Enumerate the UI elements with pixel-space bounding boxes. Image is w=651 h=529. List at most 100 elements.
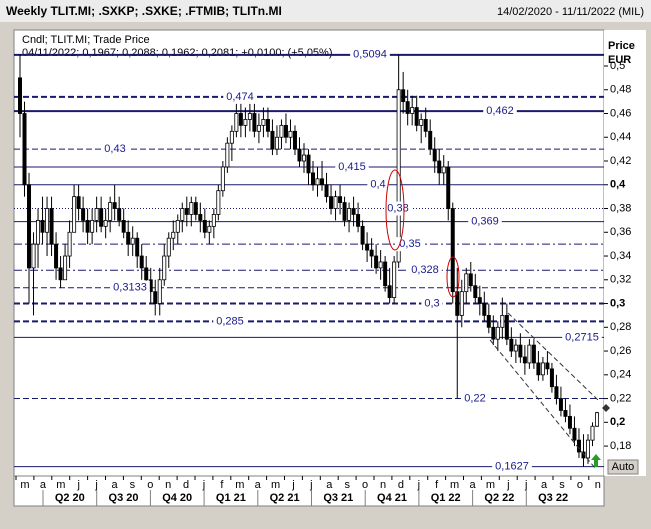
header-title: Weekly TLIT.MI; .SXKP; .SXKE; .FTMIB; TL… <box>6 4 282 18</box>
candle-body <box>338 196 343 203</box>
quarter-label: Q4 21 <box>377 492 407 504</box>
candle-body <box>216 190 221 215</box>
candle-body <box>283 124 288 138</box>
quarter-label: Q3 22 <box>538 492 568 504</box>
y-tick-label: 0,48 <box>610 84 631 96</box>
candle-body <box>477 297 482 304</box>
candle-body <box>405 101 410 114</box>
auto-button[interactable] <box>607 459 639 475</box>
level-label: 0,285 <box>216 315 244 327</box>
candle-body <box>315 178 320 186</box>
month-label: d <box>183 479 189 491</box>
level-label: 0,3133 <box>113 282 147 294</box>
level-label: 0,38 <box>387 202 408 214</box>
candle-body <box>274 136 279 150</box>
candle-body <box>121 219 126 233</box>
quarter-label: Q2 21 <box>270 492 300 504</box>
month-label: s <box>130 479 136 491</box>
candle-body <box>531 344 536 364</box>
month-label: m <box>235 479 244 491</box>
candle-body <box>329 196 334 209</box>
channel-upper <box>507 312 599 401</box>
candle-body <box>585 439 590 459</box>
quarter-label: Q3 21 <box>323 492 353 504</box>
month-label: n <box>380 479 386 491</box>
y-tick-label: 0,28 <box>610 321 631 333</box>
candle-body <box>446 166 451 209</box>
level-label: 0,474 <box>226 91 254 103</box>
candle-body <box>175 219 180 233</box>
candle-body <box>117 208 122 221</box>
y-tick-label: 0,34 <box>610 250 631 262</box>
month-label: a <box>541 479 548 491</box>
candle-body <box>54 243 59 269</box>
level-label-bg <box>110 280 150 295</box>
candle-body <box>595 412 600 427</box>
candle-body <box>288 130 293 138</box>
month-label: j <box>94 479 97 491</box>
month-label: a <box>111 479 118 491</box>
quarter-label: Q2 22 <box>484 492 514 504</box>
candle-body <box>468 273 473 287</box>
y-axis-area <box>604 30 646 476</box>
candle-body <box>126 231 131 245</box>
candle-body <box>171 231 176 239</box>
level-label-bg <box>408 263 442 278</box>
month-label: m <box>486 479 495 491</box>
candle-body <box>491 326 496 340</box>
candle-body <box>252 113 257 132</box>
header-range: 14/02/2020 - 11/11/2022 (MIL) <box>497 6 644 18</box>
candle-body <box>306 154 311 174</box>
annotation-ellipse <box>385 169 405 251</box>
candle-body <box>90 219 95 233</box>
candle-body <box>333 196 338 209</box>
candle-body <box>590 425 595 441</box>
level-label-bg <box>101 142 129 157</box>
candle-body <box>500 315 505 328</box>
auto-button-label[interactable]: Auto <box>612 461 635 473</box>
y-tick-label: 0,4 <box>610 179 626 191</box>
candle-body <box>220 166 225 192</box>
level-label: 0,1627 <box>495 461 529 473</box>
candle-body <box>99 208 104 227</box>
y-tick-label: 0,24 <box>610 369 631 381</box>
candle-body <box>247 113 252 120</box>
month-label: j <box>291 479 294 491</box>
month-label: s <box>344 479 350 491</box>
candle-body <box>234 113 239 132</box>
month-label: o <box>362 479 368 491</box>
month-label: a <box>326 479 333 491</box>
candle-body <box>495 326 500 340</box>
candle-body <box>540 362 545 376</box>
level-label: 0,35 <box>399 238 420 250</box>
candle-body <box>513 344 518 352</box>
level-label: 0,43 <box>104 143 125 155</box>
candle-body <box>297 148 302 162</box>
month-label: m <box>20 479 29 491</box>
y-tick-label: 0,26 <box>610 345 631 357</box>
candle-body <box>49 208 54 245</box>
candle-body <box>130 237 135 245</box>
candle-body <box>545 362 550 370</box>
candle-body <box>261 119 266 126</box>
candle-body <box>144 267 149 281</box>
candle-body <box>85 219 90 233</box>
y-tick-label: 0,36 <box>610 226 631 238</box>
candle-body <box>211 214 216 227</box>
header-bar <box>0 0 651 22</box>
candle-body <box>139 255 144 269</box>
y-tick-label: 0,46 <box>610 107 631 119</box>
y-unit: EUR <box>608 54 631 66</box>
y-tick-label: 0,38 <box>610 202 631 214</box>
candle-body <box>189 202 194 215</box>
legend-line2: 04/11/2022; 0,1967; 0,2088; 0,1962; 0,20… <box>22 47 333 59</box>
level-label-bg <box>461 391 489 406</box>
y-title: Price <box>608 40 635 52</box>
candle-body <box>473 285 478 299</box>
month-label: f <box>220 479 224 491</box>
candle-body <box>378 261 383 269</box>
candle-body <box>581 451 586 459</box>
month-label: m <box>450 479 459 491</box>
candle-body <box>576 439 581 453</box>
candle-body <box>311 172 316 186</box>
